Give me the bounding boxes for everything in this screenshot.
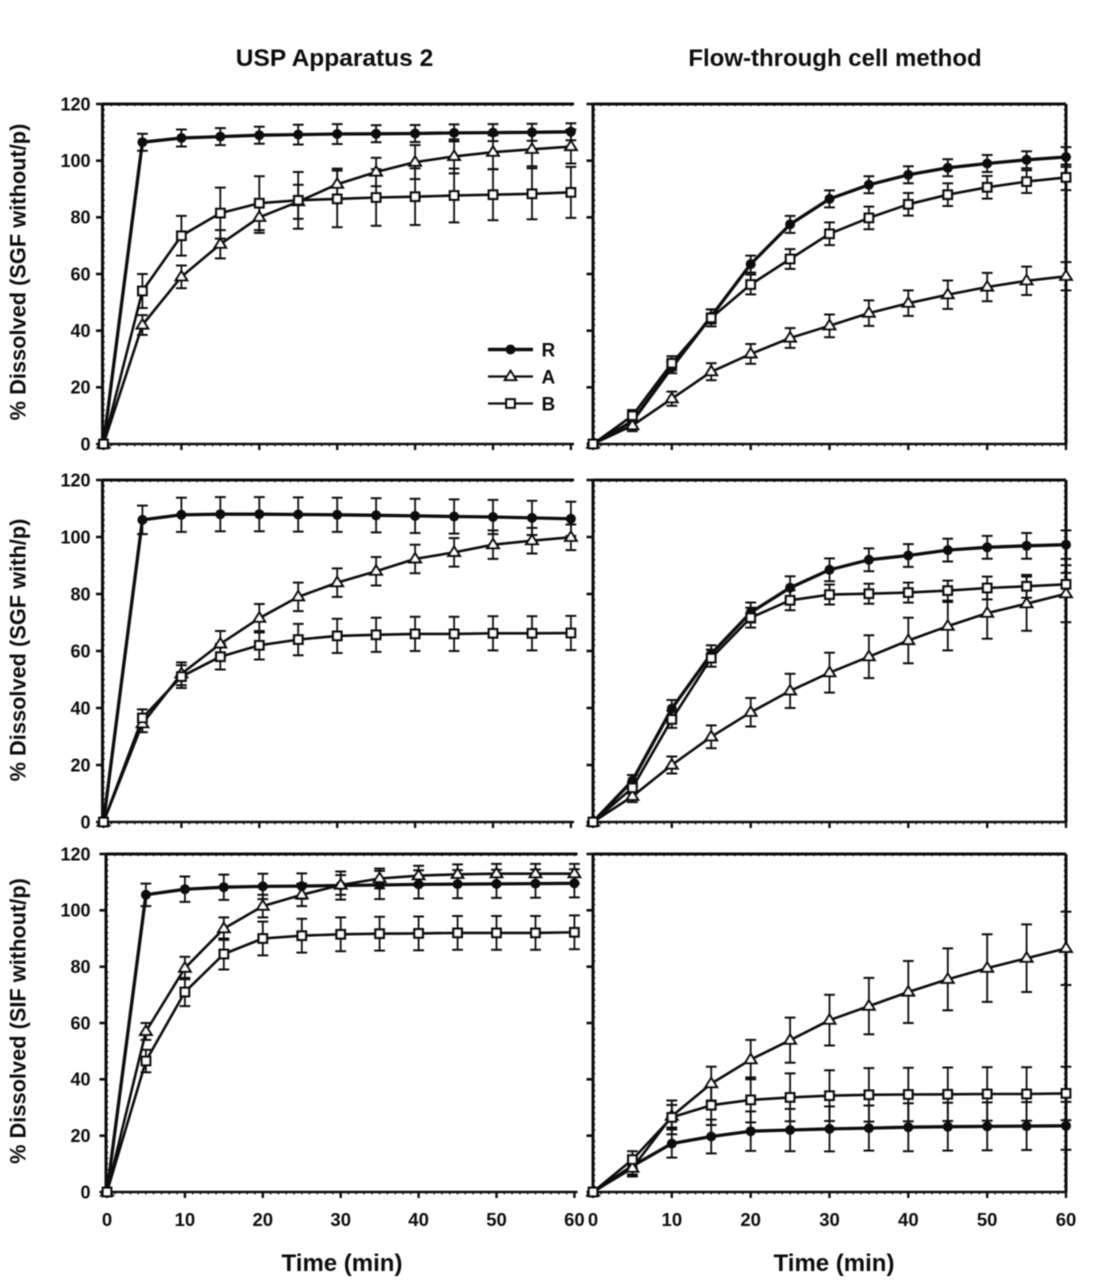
svg-text:40: 40	[70, 698, 90, 718]
svg-text:50: 50	[486, 1209, 507, 1230]
svg-text:30: 30	[330, 1209, 351, 1230]
svg-text:% Dissolved (SIF without/p): % Dissolved (SIF without/p)	[6, 878, 31, 1164]
svg-text:20: 20	[740, 1209, 761, 1230]
svg-text:10: 10	[662, 1209, 683, 1230]
svg-text:% Dissolved (SGF without/p): % Dissolved (SGF without/p)	[6, 124, 31, 421]
svg-text:30: 30	[819, 1209, 840, 1230]
svg-text:100: 100	[60, 151, 90, 171]
svg-text:50: 50	[977, 1209, 998, 1230]
svg-text:120: 120	[60, 94, 90, 114]
svg-text:60: 60	[564, 1209, 585, 1230]
svg-text:20: 20	[70, 378, 90, 398]
svg-text:60: 60	[70, 641, 90, 661]
svg-text:0: 0	[588, 1209, 598, 1230]
svg-text:60: 60	[1056, 1209, 1077, 1230]
svg-text:0: 0	[80, 812, 90, 832]
svg-text:80: 80	[70, 208, 90, 228]
svg-text:USP Apparatus 2: USP Apparatus 2	[236, 45, 433, 72]
svg-text:Flow-through cell method: Flow-through cell method	[688, 45, 981, 72]
svg-text:20: 20	[253, 1209, 274, 1230]
svg-text:80: 80	[70, 584, 90, 604]
svg-text:0: 0	[102, 1209, 112, 1230]
svg-text:60: 60	[70, 1013, 90, 1033]
svg-text:40: 40	[898, 1209, 919, 1230]
svg-text:80: 80	[70, 957, 90, 977]
svg-text:100: 100	[60, 527, 90, 547]
svg-text:40: 40	[408, 1209, 429, 1230]
svg-text:A: A	[542, 367, 556, 388]
svg-text:40: 40	[70, 321, 90, 341]
svg-text:0: 0	[80, 1182, 90, 1202]
svg-text:20: 20	[70, 755, 90, 775]
svg-text:Time (min): Time (min)	[774, 1250, 895, 1277]
svg-text:100: 100	[60, 901, 90, 921]
svg-text:B: B	[542, 394, 556, 415]
svg-text:20: 20	[70, 1126, 90, 1146]
svg-text:60: 60	[70, 264, 90, 284]
svg-text:0: 0	[80, 434, 90, 454]
svg-text:R: R	[542, 340, 556, 361]
svg-text:Time (min): Time (min)	[282, 1250, 403, 1277]
svg-text:120: 120	[60, 470, 90, 490]
svg-text:40: 40	[70, 1070, 90, 1090]
svg-text:120: 120	[60, 844, 90, 864]
svg-text:% Dissolved (SGF with/p): % Dissolved (SGF with/p)	[6, 519, 31, 782]
svg-text:10: 10	[175, 1209, 196, 1230]
